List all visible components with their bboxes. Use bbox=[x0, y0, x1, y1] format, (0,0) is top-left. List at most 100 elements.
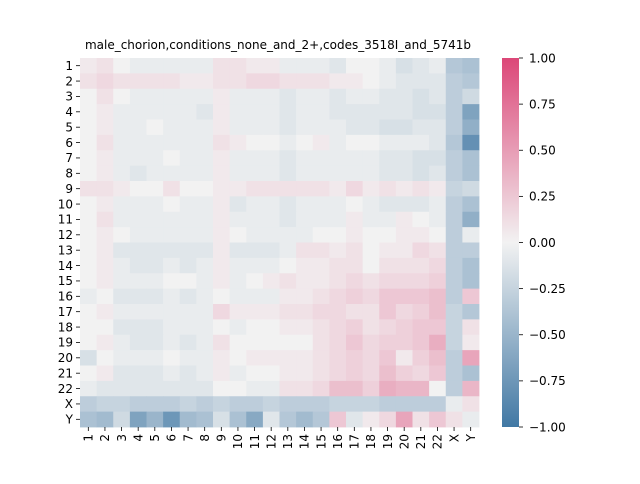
heatmap-cell bbox=[329, 334, 347, 351]
heatmap-cell bbox=[129, 104, 147, 120]
heatmap-cell bbox=[196, 334, 214, 351]
heatmap-cell bbox=[96, 181, 114, 197]
y-tick-label: X bbox=[65, 397, 73, 411]
heatmap-cell bbox=[395, 273, 413, 290]
heatmap-cell bbox=[445, 288, 463, 305]
y-tick-label: 3 bbox=[65, 90, 73, 104]
heatmap-cell bbox=[146, 273, 164, 290]
x-tick-label: 15 bbox=[314, 434, 328, 449]
heatmap-cell bbox=[179, 73, 197, 90]
heatmap-cell bbox=[429, 257, 447, 274]
heatmap-cell bbox=[279, 257, 297, 274]
heatmap-cell bbox=[329, 273, 347, 290]
heatmap-cell bbox=[379, 304, 397, 320]
heatmap-cell bbox=[229, 73, 247, 90]
heatmap-cell bbox=[445, 380, 463, 397]
heatmap-cell bbox=[312, 88, 330, 105]
heatmap-cell bbox=[213, 58, 231, 74]
heatmap-cell bbox=[179, 350, 197, 366]
x-tick-label: 7 bbox=[181, 434, 195, 442]
heatmap-cell bbox=[296, 73, 314, 90]
heatmap-cell bbox=[113, 365, 131, 382]
heatmap-cell bbox=[246, 134, 264, 151]
heatmap-cell bbox=[96, 396, 114, 413]
y-tick-label: 17 bbox=[58, 305, 73, 319]
heatmap-cell bbox=[146, 211, 164, 228]
y-tick-label: 2 bbox=[65, 74, 73, 88]
heatmap-cell bbox=[346, 181, 364, 197]
heatmap-cell bbox=[412, 380, 430, 397]
heatmap-cell bbox=[96, 273, 114, 290]
heatmap-cell bbox=[163, 257, 181, 274]
heatmap-cell bbox=[96, 227, 114, 243]
heatmap-cell bbox=[346, 411, 364, 428]
heatmap-cell bbox=[329, 196, 347, 213]
heatmap-cell bbox=[279, 380, 297, 397]
heatmap-cell bbox=[329, 58, 347, 74]
heatmap-cell bbox=[429, 119, 447, 136]
heatmap-cell bbox=[129, 319, 147, 336]
y-tick-label: 15 bbox=[58, 274, 73, 288]
heatmap-cell bbox=[163, 380, 181, 397]
heatmap-cell bbox=[395, 58, 413, 74]
heatmap-cell bbox=[412, 150, 430, 167]
heatmap-cell bbox=[445, 73, 463, 90]
heatmap-cell bbox=[429, 350, 447, 366]
heatmap-cell bbox=[80, 411, 98, 428]
heatmap-cell bbox=[312, 319, 330, 336]
heatmap-cell bbox=[229, 365, 247, 382]
heatmap-cell bbox=[296, 304, 314, 320]
heatmap-cell bbox=[213, 304, 231, 320]
x-tick-label: 10 bbox=[231, 434, 245, 449]
heatmap-cell bbox=[129, 273, 147, 290]
heatmap-cell bbox=[429, 411, 447, 428]
heatmap-cell bbox=[163, 396, 181, 413]
heatmap-cell bbox=[80, 288, 98, 305]
heatmap-cell bbox=[346, 73, 364, 90]
x-tick-label: 5 bbox=[148, 434, 162, 442]
heatmap-cell bbox=[80, 396, 98, 413]
heatmap-cell bbox=[163, 150, 181, 167]
heatmap-cell bbox=[179, 288, 197, 305]
heatmap-cell bbox=[113, 350, 131, 366]
y-tick-label: 8 bbox=[65, 167, 73, 181]
heatmap-cell bbox=[379, 257, 397, 274]
heatmap-cell bbox=[229, 150, 247, 167]
heatmap-cell bbox=[213, 334, 231, 351]
heatmap-cell bbox=[80, 242, 98, 259]
heatmap-cell bbox=[262, 104, 280, 120]
colorbar-tick-label: −0.75 bbox=[529, 374, 566, 388]
heatmap-cell bbox=[346, 88, 364, 105]
heatmap-cell bbox=[329, 288, 347, 305]
heatmap-cell bbox=[412, 211, 430, 228]
heatmap-cell bbox=[379, 227, 397, 243]
colorbar-tick-label: −0.50 bbox=[529, 328, 566, 342]
heatmap-cell bbox=[229, 380, 247, 397]
heatmap-cell bbox=[129, 150, 147, 167]
heatmap-cell bbox=[80, 165, 98, 182]
heatmap-cell bbox=[262, 196, 280, 213]
heatmap-cell bbox=[412, 242, 430, 259]
heatmap-cell bbox=[329, 134, 347, 151]
colorbar-ticks: 1.00 0.75 0.50 0.25 0.00 −0.25 −0.50 −0.75 −1.00 bbox=[519, 51, 566, 434]
heatmap-cell bbox=[279, 288, 297, 305]
heatmap-cell bbox=[213, 165, 231, 182]
heatmap-cell bbox=[346, 288, 364, 305]
heatmap-cell bbox=[429, 73, 447, 90]
heatmap-cell bbox=[329, 150, 347, 167]
heatmap-cell bbox=[312, 380, 330, 397]
heatmap-cell bbox=[395, 88, 413, 105]
heatmap-cell bbox=[163, 165, 181, 182]
heatmap-cell bbox=[179, 396, 197, 413]
y-tick-label: 11 bbox=[58, 213, 73, 227]
heatmap-cell bbox=[279, 134, 297, 151]
heatmap-cell bbox=[296, 365, 314, 382]
heatmap-cell bbox=[229, 319, 247, 336]
y-tick-label: 1 bbox=[65, 59, 73, 73]
heatmap-cell bbox=[445, 227, 463, 243]
heatmap-cell bbox=[213, 242, 231, 259]
heatmap-cell bbox=[179, 88, 197, 105]
heatmap-cell bbox=[329, 227, 347, 243]
heatmap-cell bbox=[96, 58, 114, 74]
heatmap-cell bbox=[362, 104, 380, 120]
